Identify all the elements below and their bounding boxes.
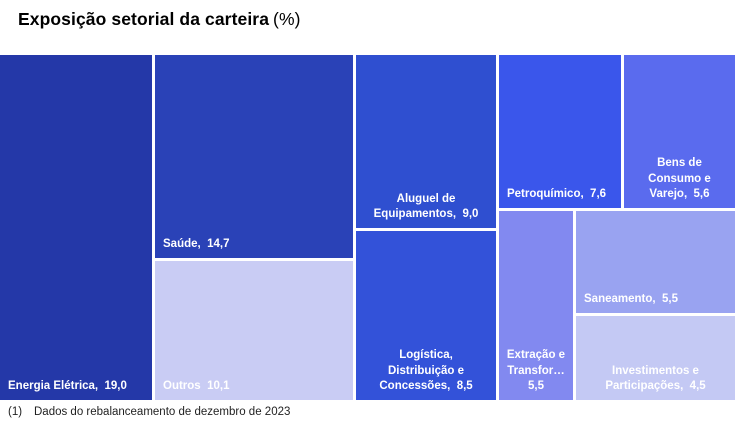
treemap-cell-label: Outros 10,1 — [163, 379, 230, 392]
treemap-cell-label: Bens de Consumo e Varejo, 5,6 — [648, 157, 711, 200]
treemap-cell-aluguel-de-equipamentos[interactable]: Aluguel de Equipamentos, 9,0 — [356, 55, 497, 228]
treemap-cell-petroquimico[interactable]: Petroquímico, 7,6 — [498, 55, 621, 208]
chart-title-main: Exposição setorial da carteira — [18, 9, 270, 29]
chart-title: Exposição setorial da carteira (%) — [18, 9, 301, 30]
treemap-cell-bens-de-consumo-e-varejo[interactable]: Bens de Consumo e Varejo, 5,6 — [624, 55, 735, 208]
footnote: (1) Dados do rebalanceamento de dezembro… — [8, 406, 290, 418]
treemap-cell-label: Petroquímico, 7,6 — [506, 187, 607, 200]
treemap-cell-label: Energia Elétrica, 19,0 — [8, 379, 127, 392]
treemap-cell-label: Logística, Distribuição e Concessões, 8,… — [379, 349, 473, 392]
treemap-cell-extracao-e-transformacao[interactable]: Extração e Transfor… 5,5 — [498, 211, 573, 400]
footnote-marker: (1) — [8, 406, 23, 418]
treemap-cell-saneamento[interactable]: Saneamento, 5,5 — [576, 211, 735, 314]
treemap-cell-logistica-distribuicao-e-concessoes[interactable]: Logística, Distribuição e Concessões, 8,… — [356, 230, 497, 400]
treemap-cell-saude[interactable]: Saúde, 14,7 — [155, 55, 353, 258]
treemap-cell-energia-eletrica[interactable]: Energia Elétrica, 19,0 — [0, 55, 152, 400]
treemap-cell-label: Extração e Transfor… 5,5 — [506, 349, 566, 392]
footnote-text: Dados do rebalanceamento de dezembro de … — [34, 406, 291, 418]
treemap-cell-label: Saúde, 14,7 — [163, 237, 230, 250]
treemap-cell-label: Investimentos e Participações, 4,5 — [605, 364, 706, 392]
treemap-cell-label: Aluguel de Equipamentos, 9,0 — [373, 192, 479, 220]
chart-title-unit: (%) — [273, 9, 301, 29]
treemap-cell-outros[interactable]: Outros 10,1 — [155, 260, 353, 400]
treemap: Energia Elétrica, 19,0 Saúde, 14,7 Outros … — [0, 55, 735, 400]
treemap-cell-investimentos-e-participacoes[interactable]: Investimentos e Participações, 4,5 — [576, 315, 735, 400]
treemap-cell-label: Saneamento, 5,5 — [584, 292, 678, 305]
